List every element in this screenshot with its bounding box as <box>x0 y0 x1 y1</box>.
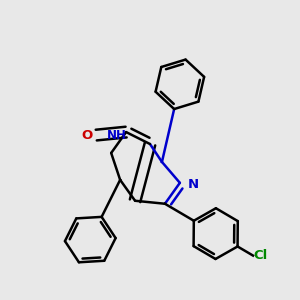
Text: NH: NH <box>107 129 127 142</box>
Text: O: O <box>82 129 93 142</box>
Text: Cl: Cl <box>254 249 268 262</box>
Text: N: N <box>188 178 199 191</box>
